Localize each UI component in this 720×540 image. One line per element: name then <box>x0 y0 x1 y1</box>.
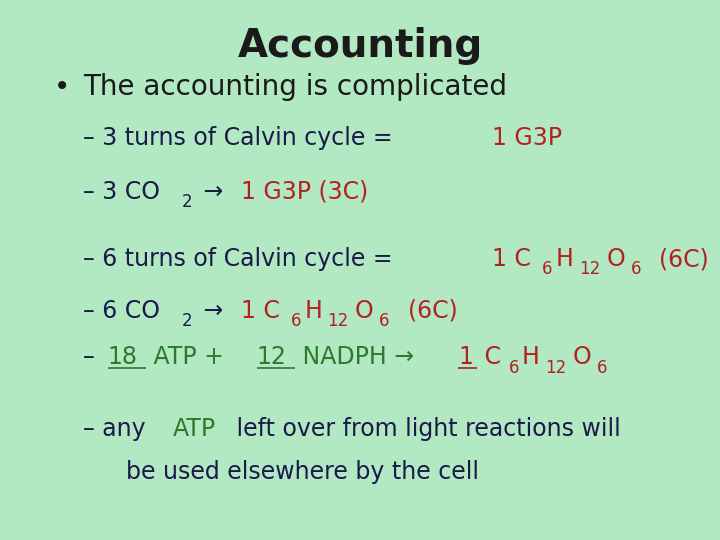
Text: 1 C: 1 C <box>492 247 531 271</box>
Text: →: → <box>196 299 230 322</box>
Text: (6C): (6C) <box>644 247 708 271</box>
Text: be used elsewhere by the cell: be used elsewhere by the cell <box>126 461 479 484</box>
Text: 1: 1 <box>459 346 473 369</box>
Text: – 6 CO: – 6 CO <box>83 299 160 322</box>
Text: – 6 turns of Calvin cycle =: – 6 turns of Calvin cycle = <box>83 247 400 271</box>
Text: 1 G3P: 1 G3P <box>492 126 562 150</box>
Text: (6C): (6C) <box>392 299 457 322</box>
Text: – 3 CO: – 3 CO <box>83 180 160 204</box>
Text: The accounting is complicated: The accounting is complicated <box>83 73 507 102</box>
Text: ATP: ATP <box>174 417 217 441</box>
Text: 1 C: 1 C <box>240 299 279 322</box>
Text: O: O <box>572 346 591 369</box>
Text: 2: 2 <box>182 312 193 330</box>
Text: 18: 18 <box>107 346 138 369</box>
Text: left over from light reactions will: left over from light reactions will <box>229 417 621 441</box>
Text: H: H <box>556 247 574 271</box>
Text: H: H <box>522 346 540 369</box>
Text: →: → <box>196 180 230 204</box>
Text: ATP +: ATP + <box>146 346 232 369</box>
Text: 6: 6 <box>379 312 390 330</box>
Text: 6: 6 <box>597 359 607 377</box>
Text: O: O <box>606 247 625 271</box>
Text: •: • <box>54 73 71 102</box>
Text: O: O <box>355 299 374 322</box>
Text: NADPH →: NADPH → <box>295 346 421 369</box>
Text: 12: 12 <box>328 312 348 330</box>
Text: 1 G3P (3C): 1 G3P (3C) <box>240 180 368 204</box>
Text: –: – <box>83 346 102 369</box>
Text: H: H <box>305 299 323 322</box>
Text: – 3 turns of Calvin cycle =: – 3 turns of Calvin cycle = <box>83 126 400 150</box>
Text: 6: 6 <box>508 359 519 377</box>
Text: 12: 12 <box>579 260 600 279</box>
Text: 2: 2 <box>182 193 193 211</box>
Text: – any: – any <box>83 417 153 441</box>
Text: Accounting: Accounting <box>238 27 482 65</box>
Text: 6: 6 <box>291 312 302 330</box>
Text: 12: 12 <box>256 346 287 369</box>
Text: 12: 12 <box>545 359 567 377</box>
Text: C: C <box>477 346 501 369</box>
Text: 6: 6 <box>542 260 553 279</box>
Text: 6: 6 <box>631 260 641 279</box>
